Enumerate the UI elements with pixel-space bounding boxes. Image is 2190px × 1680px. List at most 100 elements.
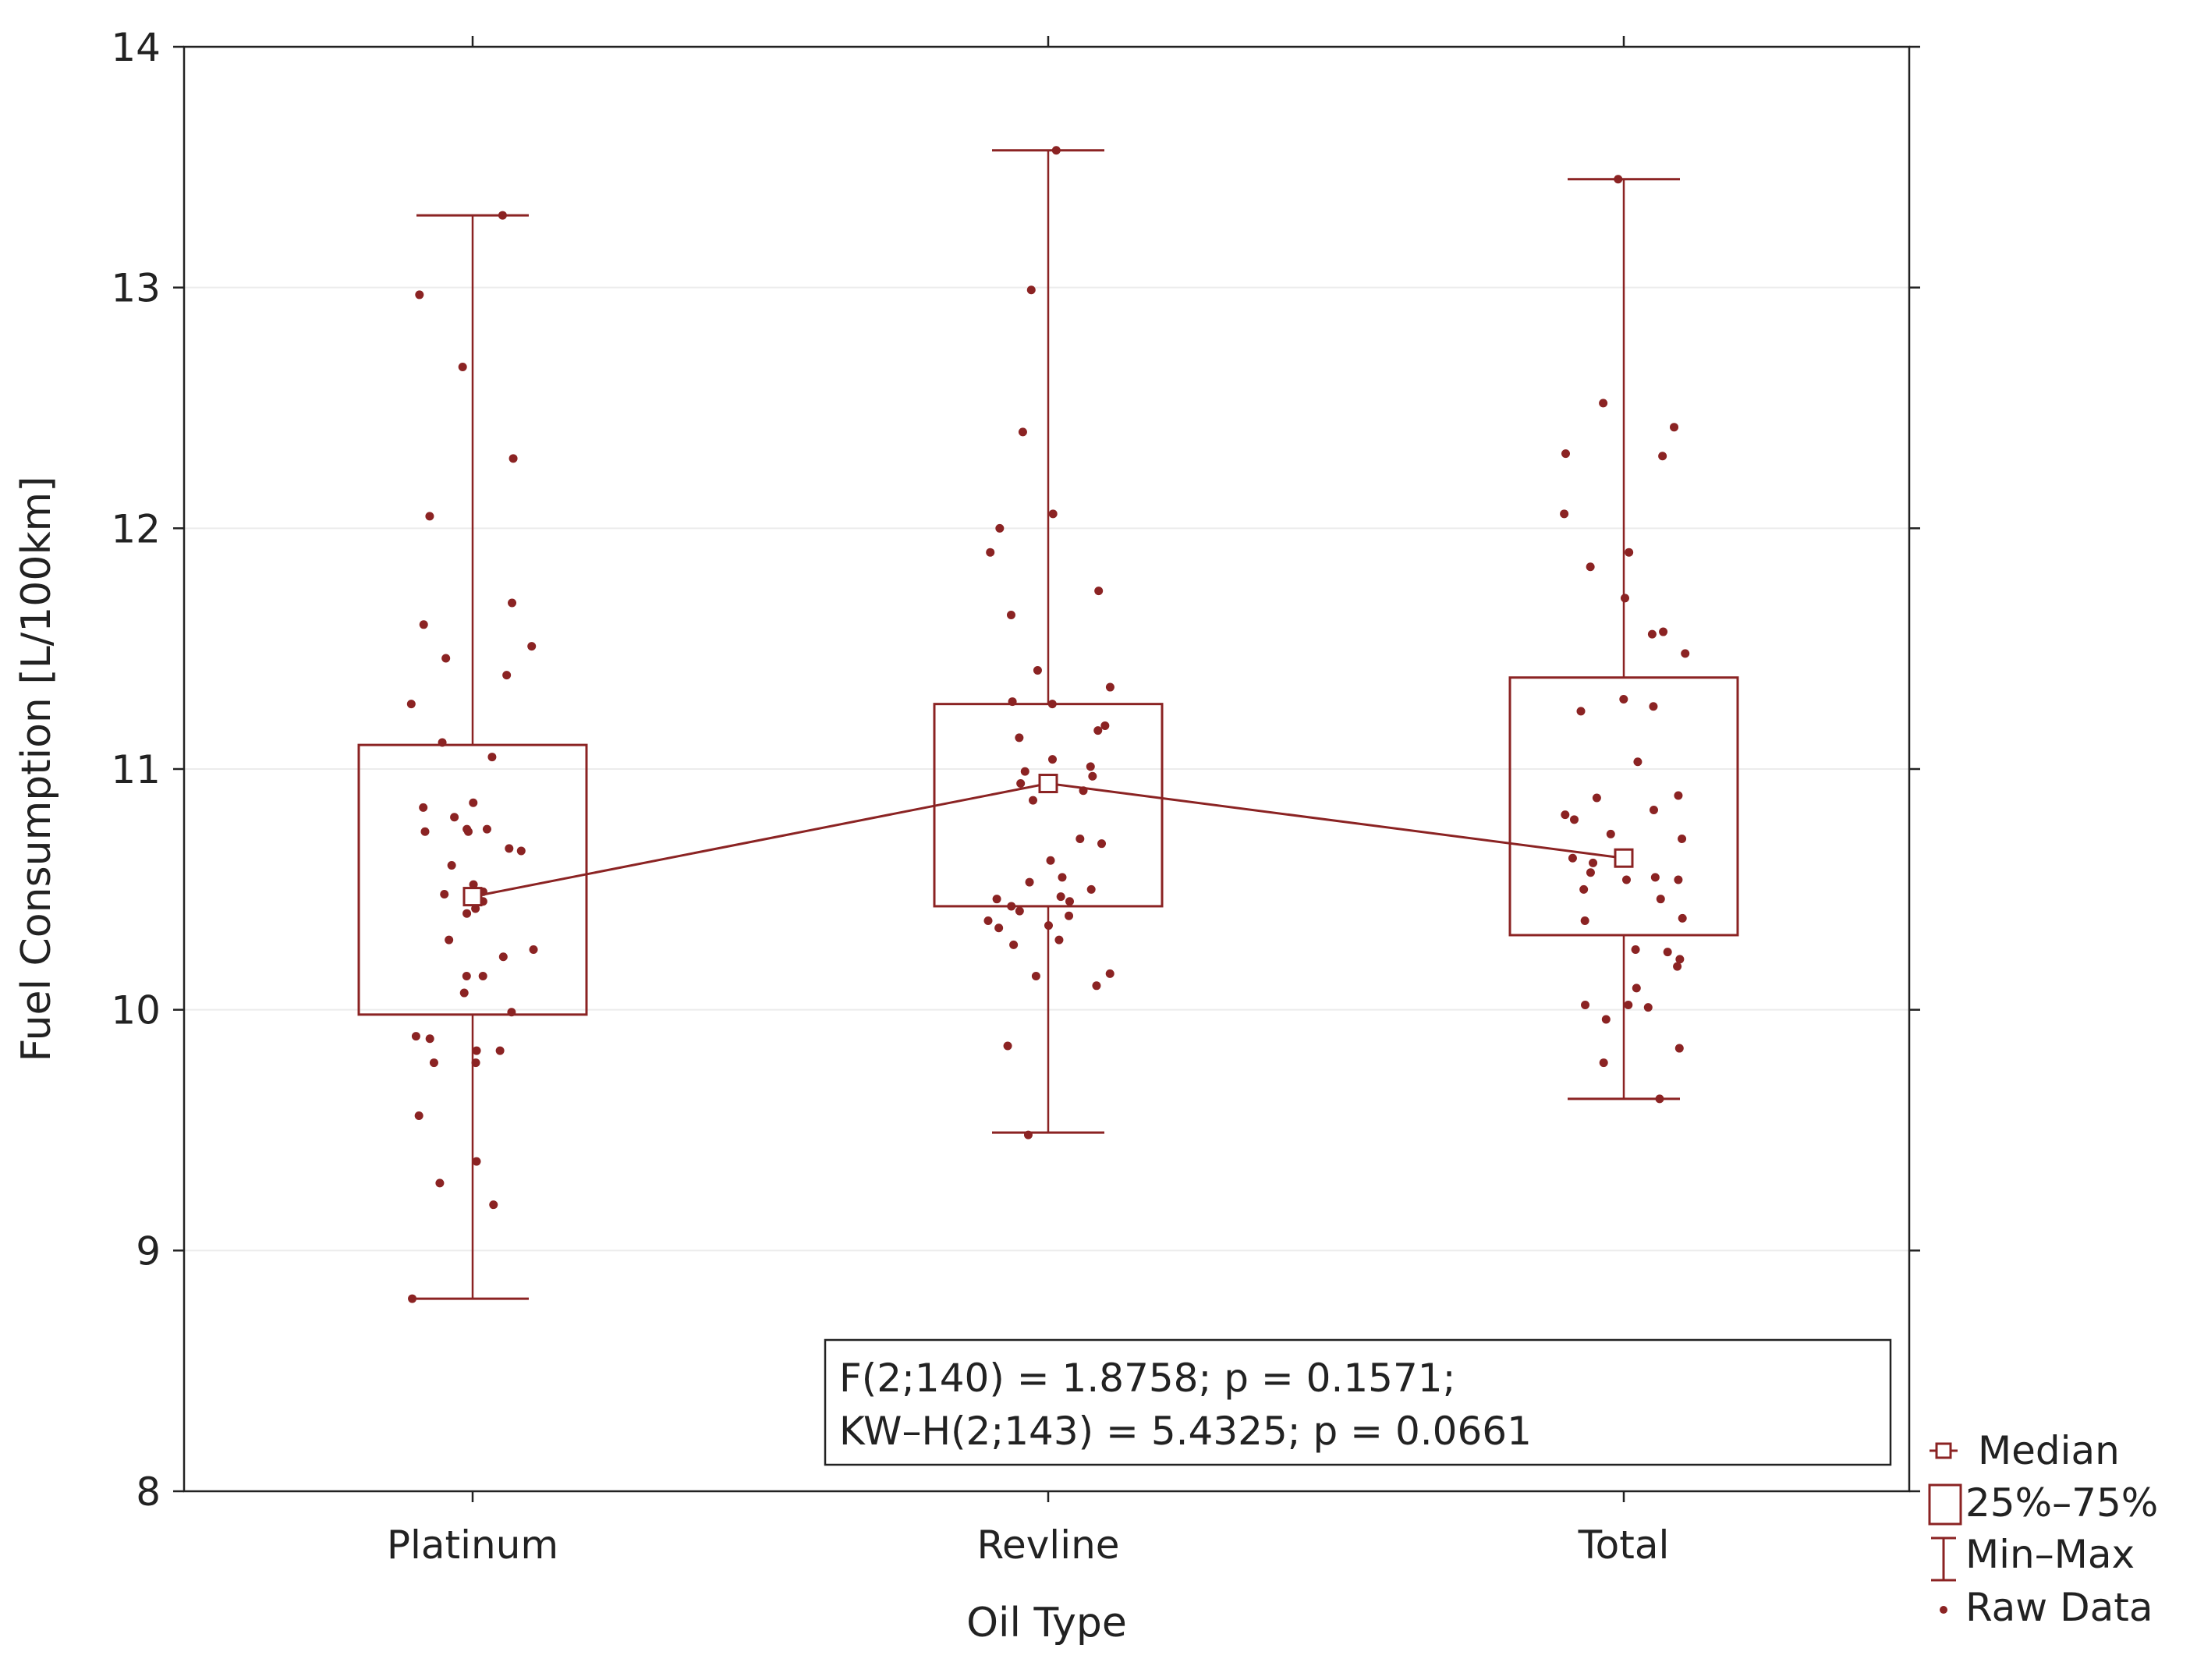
raw-data-point (425, 512, 434, 521)
stats-annotation-box (824, 1338, 1892, 1466)
y-tick-label: 8 (136, 1469, 161, 1515)
raw-data-point (1631, 945, 1640, 954)
raw-data-point (1579, 884, 1589, 894)
raw-data-point (1621, 875, 1631, 884)
y-axis-ticks: 8 9 10 11 12 13 14 (111, 25, 1920, 1515)
raw-data-point (509, 454, 518, 463)
raw-data-point (1560, 509, 1569, 519)
stats-annotation: F(2;140) = 1.8758; p = 0.1571; KW–H(2;14… (824, 1338, 1892, 1466)
raw-data-point (472, 1157, 481, 1166)
raw-data-point (1020, 767, 1029, 776)
x-tick-label: Total (1578, 1522, 1670, 1568)
gridlines (184, 286, 1909, 1252)
legend-label-min-max: Min–Max (1965, 1532, 2135, 1577)
raw-data-point (1561, 449, 1570, 459)
raw-data-point (1007, 902, 1016, 911)
raw-data-points (406, 146, 1690, 1303)
raw-data-point (1599, 1058, 1608, 1068)
raw-data-point (502, 671, 512, 680)
raw-data-point (1033, 665, 1042, 675)
raw-data-point (487, 753, 497, 762)
raw-data-point (462, 909, 472, 918)
raw-data-point (489, 1200, 498, 1210)
raw-data-point (1568, 853, 1577, 863)
raw-data-point (1674, 1044, 1684, 1053)
raw-data-point (1674, 791, 1683, 800)
raw-data-legend-dot (1940, 1606, 1947, 1614)
raw-data-point (420, 827, 430, 836)
raw-data-point (507, 1008, 516, 1017)
median-marker (1614, 848, 1634, 868)
raw-data-point (1003, 1041, 1012, 1051)
min-max-legend-whisker (1931, 1536, 1956, 1582)
raw-data-point (992, 895, 1001, 904)
raw-data-point (419, 803, 428, 812)
raw-data-point (1025, 877, 1034, 887)
raw-data-point (1092, 981, 1101, 991)
raw-data-point (1016, 779, 1026, 789)
raw-data-point (425, 1034, 434, 1044)
raw-data-point (1670, 423, 1679, 432)
raw-data-point (527, 642, 537, 651)
raw-data-point (1592, 793, 1601, 803)
raw-data-point (529, 945, 538, 954)
raw-data-point (505, 844, 514, 853)
raw-data-point (1681, 649, 1690, 658)
raw-data-point (406, 700, 416, 709)
raw-data-point (462, 971, 471, 980)
raw-data-point (1580, 916, 1589, 925)
raw-data-point (1015, 906, 1024, 916)
raw-data-point (1581, 1000, 1590, 1009)
raw-data-point (516, 846, 526, 856)
legend-label-raw-data: Raw Data (1965, 1585, 2153, 1630)
y-tick-label: 14 (111, 25, 161, 70)
x-tick-label: Revline (976, 1522, 1119, 1568)
raw-data-point (1632, 984, 1641, 993)
y-tick-label: 9 (136, 1228, 161, 1274)
raw-data-point (440, 890, 449, 899)
raw-data-point (986, 548, 995, 557)
raw-data-point (1026, 285, 1036, 295)
raw-data-point (1088, 771, 1097, 781)
raw-data-point (498, 952, 508, 962)
raw-data-point (1008, 697, 1017, 707)
raw-data-point (1031, 971, 1040, 980)
iqr-legend-box (1928, 1483, 1962, 1526)
raw-data-point (478, 971, 487, 980)
raw-data-point (458, 363, 467, 372)
raw-data-point (1105, 969, 1114, 978)
stats-line-anova: F(2;140) = 1.8758; p = 0.1571; (839, 1356, 1455, 1401)
raw-data-point (1678, 835, 1687, 844)
raw-data-point (1570, 815, 1579, 824)
raw-data-point (1647, 629, 1657, 639)
legend: Median 25%–75% Min–Max Raw Data (1928, 1428, 2158, 1630)
x-axis-title: Oil Type (966, 1600, 1127, 1646)
raw-data-point (1674, 875, 1683, 884)
raw-data-point (1006, 610, 1015, 619)
raw-data-point (408, 1294, 417, 1303)
raw-data-point (445, 935, 454, 945)
median-marker (462, 887, 483, 907)
raw-data-point (1065, 897, 1074, 906)
raw-data-point (471, 1058, 480, 1068)
raw-data-point (414, 1111, 423, 1120)
raw-data-point (508, 598, 517, 608)
raw-data-point (482, 824, 491, 834)
raw-data-point (994, 923, 1004, 933)
median-connecting-line (462, 774, 1634, 907)
raw-data-point (498, 211, 507, 220)
raw-data-point (1625, 548, 1634, 557)
raw-data-point (1048, 509, 1058, 519)
legend-item-iqr: 25%–75% (1928, 1480, 2158, 1526)
raw-data-point (447, 860, 456, 870)
raw-data-point (1054, 935, 1064, 945)
raw-data-point (469, 880, 478, 889)
raw-data-point (495, 1046, 505, 1055)
raw-data-point (1023, 1130, 1033, 1139)
raw-data-point (459, 988, 469, 998)
legend-label-iqr: 25%–75% (1965, 1480, 2158, 1526)
raw-data-point (983, 916, 993, 925)
raw-data-point (1576, 707, 1586, 716)
legend-label-median: Median (1978, 1428, 2120, 1473)
